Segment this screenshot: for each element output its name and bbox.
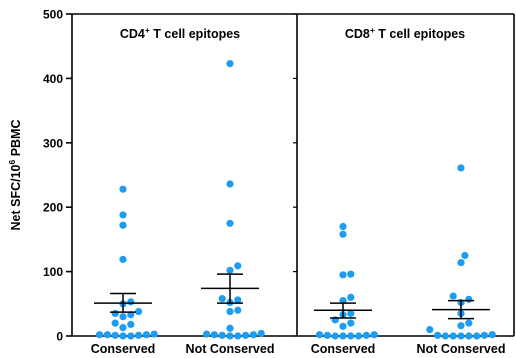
data-point — [119, 186, 126, 193]
data-point — [457, 322, 464, 329]
x-category-label: Not Conserved — [417, 342, 506, 356]
data-point — [355, 332, 362, 339]
x-category-label: Not Conserved — [186, 342, 275, 356]
data-point — [461, 252, 468, 259]
data-point — [127, 298, 134, 305]
y-axis-title: Net SFC/106 PBMC — [7, 119, 23, 230]
data-point — [481, 332, 488, 339]
data-point — [211, 331, 218, 338]
y-axis-title-part: PBMC — [9, 119, 23, 159]
panel-title: CD8+ T cell epitopes — [345, 25, 465, 41]
data-point — [316, 331, 323, 338]
data-point — [250, 331, 257, 338]
y-tick-label: 400 — [43, 72, 63, 86]
data-point — [450, 292, 457, 299]
data-point — [457, 164, 464, 171]
data-point — [442, 332, 449, 339]
data-point — [347, 320, 354, 327]
y-tick-label: 300 — [43, 136, 63, 150]
data-point — [119, 211, 126, 218]
data-point — [112, 310, 119, 317]
data-point — [96, 331, 103, 338]
data-point — [226, 60, 233, 67]
data-point — [242, 332, 249, 339]
data-point — [226, 325, 233, 332]
data-point — [135, 332, 142, 339]
data-point — [119, 256, 126, 263]
data-point — [426, 326, 433, 333]
data-point — [465, 332, 472, 339]
y-tick-label: 500 — [43, 8, 63, 22]
data-point — [119, 222, 126, 229]
data-point — [339, 223, 346, 230]
panel-title-part: T cell epitopes — [150, 27, 240, 41]
data-point — [457, 332, 464, 339]
data-point — [347, 271, 354, 278]
y-tick-label: 100 — [43, 265, 63, 279]
data-point — [489, 331, 496, 338]
data-point — [226, 308, 233, 315]
data-point — [226, 220, 233, 227]
data-point — [465, 320, 472, 327]
y-axis-title-part: Net SFC/10 — [9, 164, 23, 230]
data-point — [347, 294, 354, 301]
data-point — [234, 307, 241, 314]
data-point — [119, 332, 126, 339]
mean-sem-bars — [94, 274, 490, 318]
data-point — [219, 295, 226, 302]
axes — [66, 14, 514, 336]
data-points — [96, 60, 496, 340]
data-point — [434, 332, 441, 339]
data-point — [332, 332, 339, 339]
panel-title-part: CD8 — [345, 27, 370, 41]
data-point — [151, 330, 158, 337]
data-point — [127, 321, 134, 328]
data-point — [143, 331, 150, 338]
data-point — [112, 320, 119, 327]
data-point — [339, 271, 346, 278]
data-point — [234, 262, 241, 269]
panel-title-part: T cell epitopes — [375, 27, 465, 41]
data-point — [127, 332, 134, 339]
data-point — [324, 332, 331, 339]
data-point — [135, 308, 142, 315]
data-point — [226, 180, 233, 187]
data-point — [465, 296, 472, 303]
data-point — [258, 330, 265, 337]
data-point — [339, 323, 346, 330]
data-point — [347, 332, 354, 339]
x-category-label: Conserved — [91, 342, 156, 356]
data-point — [226, 267, 233, 274]
panel-title: CD4+ T cell epitopes — [120, 25, 240, 41]
panel-title-part: CD4 — [120, 27, 145, 41]
y-tick-label: 200 — [43, 201, 63, 215]
data-point — [104, 331, 111, 338]
data-point — [112, 332, 119, 339]
data-point — [363, 332, 370, 339]
data-point — [457, 259, 464, 266]
data-point — [473, 332, 480, 339]
data-point — [119, 324, 126, 331]
data-point — [450, 332, 457, 339]
data-point — [203, 330, 210, 337]
x-category-label: Conserved — [311, 342, 376, 356]
data-point — [219, 332, 226, 339]
chart-text: 0 100 200 300 400 500 Net SFC/106 PBMC CD4+ T c… — [7, 8, 505, 357]
data-point — [226, 332, 233, 339]
data-point — [371, 331, 378, 338]
data-point — [339, 231, 346, 238]
data-point — [119, 313, 126, 320]
y-tick-label: 0 — [56, 330, 63, 344]
data-point — [234, 332, 241, 339]
data-point — [339, 332, 346, 339]
